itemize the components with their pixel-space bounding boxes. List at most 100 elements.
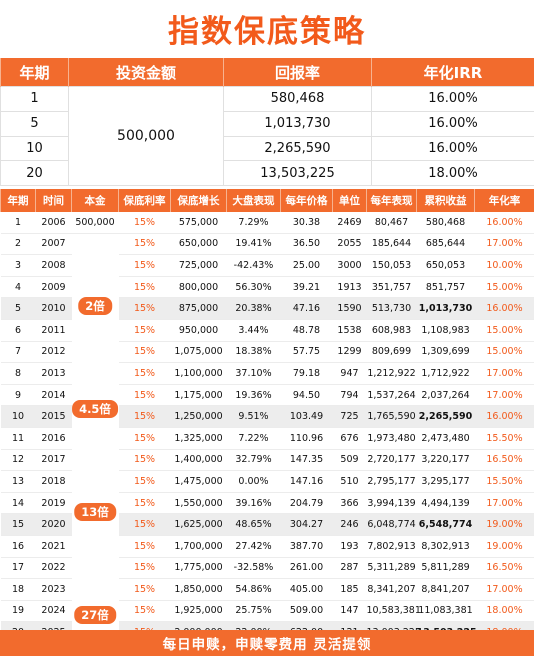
cell-year: 2022 [35,557,72,580]
cell-annual: 19.00% [474,535,534,558]
cell-rate: 15% [118,513,171,536]
cell-cum: 6,548,774 [416,513,475,536]
summary-header-term: 年期 [0,58,69,87]
cell-annual: 15.50% [474,427,534,450]
table-row: 10 2015 15% 1,250,000 9.51% 103.49 725 1,765,59… [0,405,534,428]
cell-rate: 15% [118,362,171,385]
cell-units: 794 [332,384,367,407]
cell-cum: 685,644 [416,233,475,256]
table-row: 1 2006 500,000 15% 575,000 7.29% 30.38 2469 80,4… [0,212,534,234]
summary-irr: 16.00% [371,135,534,162]
cell-annual: 15.50% [474,470,534,493]
table-row: 3 2008 15% 725,000 -42.43% 25.00 3000 150,053 65… [0,254,534,277]
cell-units: 1913 [332,276,367,299]
cell-term: 11 [0,427,36,450]
cell-cum: 8,302,913 [416,535,475,558]
cell-term: 17 [0,557,36,580]
cell-perf: 1,212,922 [366,362,417,385]
cell-units: 725 [332,405,367,428]
cell-units: 246 [332,513,367,536]
summary-term: 20 [0,160,69,186]
detail-header-rate: 保底利率 [118,189,171,212]
cell-units: 185 [332,578,367,601]
multiplier-badge: 13倍 [74,503,116,522]
cell-growth: 1,475,000 [170,470,227,493]
cell-principal: 500,000 [71,212,119,234]
table-row: 4 2009 15% 800,000 56.30% 39.21 1913 351,757 851… [0,276,534,299]
cell-annual: 17.00% [474,233,534,256]
cell-year: 2021 [35,535,72,558]
table-row: 16 2021 15% 1,700,000 27.42% 387.70 193 7,802,9… [0,535,534,558]
summary-irr: 16.00% [371,86,534,112]
cell-term: 5 [0,297,36,320]
cell-market: 18.38% [226,341,281,364]
cell-perf: 80,467 [366,212,417,234]
cell-price: 261.00 [280,557,333,580]
cell-growth: 1,100,000 [170,362,227,385]
cell-units: 2469 [332,212,367,234]
cell-annual: 16.50% [474,557,534,580]
table-row: 11 2016 15% 1,325,000 7.22% 110.96 676 1,973,48… [0,427,534,450]
cell-term: 7 [0,341,36,364]
cell-perf: 1,973,480 [366,427,417,450]
cell-annual: 17.00% [474,362,534,385]
cell-cum: 2,473,480 [416,427,475,450]
cell-cum: 580,468 [416,212,475,234]
cell-units: 947 [332,362,367,385]
table-row: 14 2019 15% 1,550,000 39.16% 204.79 366 3,994,1… [0,492,534,515]
summary-row: 1 500,000 580,468 16.00% [0,86,534,186]
cell-market: 19.41% [226,233,281,256]
cell-annual: 16.00% [474,405,534,428]
cell-price: 57.75 [280,341,333,364]
cell-year: 2011 [35,319,72,342]
cell-growth: 1,400,000 [170,449,227,472]
cell-units: 287 [332,557,367,580]
multiplier-badge: 27倍 [74,606,116,625]
cell-perf: 351,757 [366,276,417,299]
detail-header-price: 每年价格 [280,189,333,212]
cell-price: 79.18 [280,362,333,385]
cell-perf: 185,644 [366,233,417,256]
cell-rate: 15% [118,233,171,256]
cell-price: 509.00 [280,600,333,623]
cell-annual: 16.00% [474,297,534,320]
cell-perf: 5,311,289 [366,557,417,580]
cell-cum: 650,053 [416,254,475,277]
multiplier-badge: 4.5倍 [72,400,118,419]
cell-cum: 3,295,177 [416,470,475,493]
cell-market: 7.29% [226,212,281,234]
table-row: 18 2023 15% 1,850,000 54.86% 405.00 185 8,341,2… [0,578,534,601]
cell-year: 2012 [35,341,72,364]
cell-rate: 15% [118,212,171,234]
detail-header-row: 年期 时间 本金 保底利率 保底增长 大盘表现 每年价格 单位 每年表现 累积收益 年化率 [0,189,534,212]
cell-market: 39.16% [226,492,281,515]
table-row: 7 2012 15% 1,075,000 18.38% 57.75 1299 809,699 1… [0,341,534,364]
summary-header-irr: 年化IRR [371,58,534,87]
cell-growth: 1,700,000 [170,535,227,558]
cell-market: 25.75% [226,600,281,623]
table-row: 15 2020 15% 1,625,000 48.65% 304.27 246 6,048,7… [0,513,534,536]
cell-annual: 17.00% [474,384,534,407]
table-row: 6 2011 15% 950,000 3.44% 48.78 1538 608,983 1,10… [0,319,534,342]
detail-header-annual: 年化率 [474,189,534,212]
summary-return: 13,503,225 [223,160,372,186]
cell-perf: 2,795,177 [366,470,417,493]
cell-price: 405.00 [280,578,333,601]
cell-perf: 3,994,139 [366,492,417,515]
cell-price: 47.16 [280,297,333,320]
cell-perf: 1,765,590 [366,405,417,428]
cell-units: 1299 [332,341,367,364]
multiplier-badge: 2倍 [78,297,112,316]
summary-row: 10 2,265,590 16.00% [0,135,534,162]
cell-rate: 15% [118,341,171,364]
summary-header-investment: 投资金额 [68,58,224,87]
cell-rate: 15% [118,600,171,623]
detail-header-units: 单位 [332,189,367,212]
page-title: 指数保底策略 [168,13,366,50]
cell-rate: 15% [118,319,171,342]
cell-units: 1590 [332,297,367,320]
cell-rate: 15% [118,254,171,277]
cell-growth: 1,850,000 [170,578,227,601]
cell-price: 25.00 [280,254,333,277]
cell-rate: 15% [118,470,171,493]
